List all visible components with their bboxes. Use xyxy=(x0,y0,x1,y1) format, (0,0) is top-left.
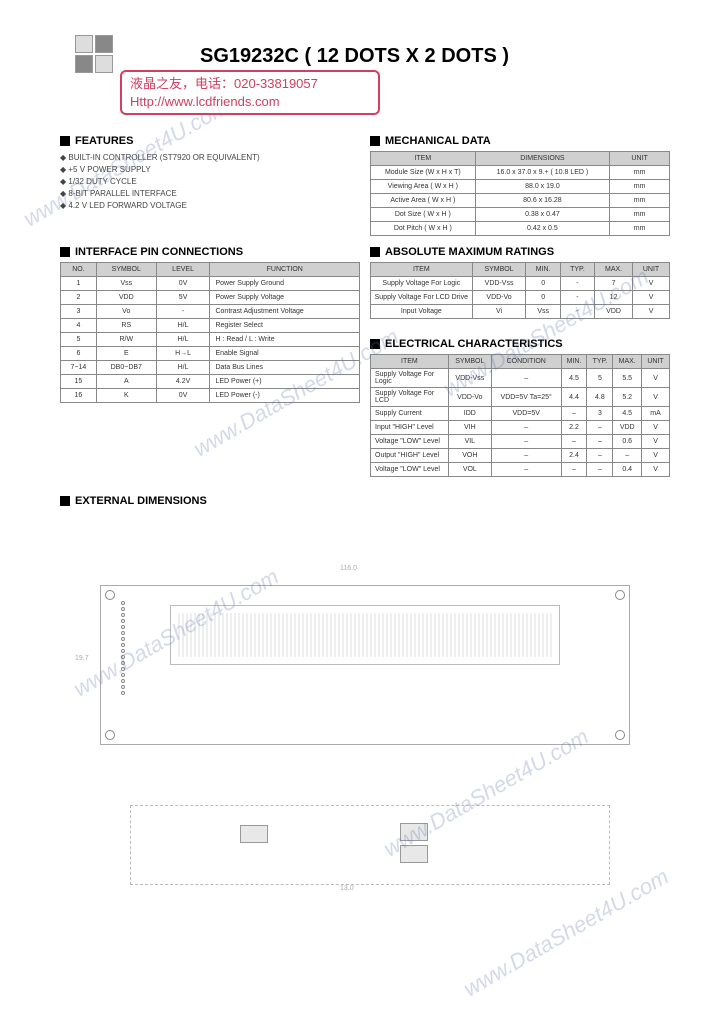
mechanical-section: MECHANICAL DATA ITEMDIMENSIONSUNIT Modul… xyxy=(370,135,670,236)
features-header: FEATURES xyxy=(60,135,360,147)
connector-pins xyxy=(120,600,128,730)
ext-section: EXTERNAL DIMENSIONS xyxy=(60,495,670,511)
feature-item: +5 V POWER SUPPLY xyxy=(60,165,360,174)
chip-icon xyxy=(400,823,428,841)
stamp-line2: Http://www.lcdfriends.com xyxy=(130,93,370,111)
pins-section: INTERFACE PIN CONNECTIONS NO.SYMBOLLEVEL… xyxy=(60,246,360,403)
mount-hole-icon xyxy=(105,590,115,600)
vendor-stamp: 液晶之友，电话：020-33819057 Http://www.lcdfrien… xyxy=(120,70,380,115)
chip-icon xyxy=(400,845,428,863)
pins-table: NO.SYMBOLLEVELFUNCTION 1Vss0VPower Suppl… xyxy=(60,262,360,403)
elec-table: ITEMSYMBOLCONDITIONMIN.TYP.MAX.UNIT Supp… xyxy=(370,354,670,477)
feature-item: BUILT-IN CONTROLLER (ST7920 OR EQUIVALEN… xyxy=(60,153,360,162)
dim-label: 116.0 xyxy=(340,565,357,572)
mech-header: MECHANICAL DATA xyxy=(370,135,670,147)
page-title: SG19232C ( 12 DOTS X 2 DOTS ) xyxy=(200,45,509,68)
features-section: FEATURES BUILT-IN CONTROLLER (ST7920 OR … xyxy=(60,135,360,213)
ext-header: EXTERNAL DIMENSIONS xyxy=(60,495,670,507)
abs-section: ABSOLUTE MAXIMUM RATINGS ITEMSYMBOLMIN.T… xyxy=(370,246,670,319)
feature-item: 8-BIT PARALLEL INTERFACE xyxy=(60,189,360,198)
stamp-line1: 液晶之友，电话：020-33819057 xyxy=(130,75,370,93)
logo xyxy=(75,35,125,75)
active-area xyxy=(178,613,552,657)
abs-table: ITEMSYMBOLMIN.TYP.MAX.UNIT Supply Voltag… xyxy=(370,262,670,319)
chip-icon xyxy=(240,825,268,843)
pcb-footprint xyxy=(130,805,610,885)
elec-header: ELECTRICAL CHARACTERISTICS xyxy=(370,338,670,350)
external-dimensions-diagram: 116.0 19.7 13.0 xyxy=(60,525,670,945)
feature-item: 4.2 V LED FORWARD VOLTAGE xyxy=(60,201,360,210)
pins-header: INTERFACE PIN CONNECTIONS xyxy=(60,246,360,258)
dim-label: 19.7 xyxy=(75,655,89,662)
mount-hole-icon xyxy=(615,730,625,740)
abs-header: ABSOLUTE MAXIMUM RATINGS xyxy=(370,246,670,258)
feature-item: 1/32 DUTY CYCLE xyxy=(60,177,360,186)
mount-hole-icon xyxy=(615,590,625,600)
mech-table: ITEMDIMENSIONSUNIT Module Size (W x H x … xyxy=(370,151,670,236)
features-list: BUILT-IN CONTROLLER (ST7920 OR EQUIVALEN… xyxy=(60,153,360,210)
elec-section: ELECTRICAL CHARACTERISTICS ITEMSYMBOLCON… xyxy=(370,338,670,477)
mount-hole-icon xyxy=(105,730,115,740)
dim-label: 13.0 xyxy=(340,885,354,892)
